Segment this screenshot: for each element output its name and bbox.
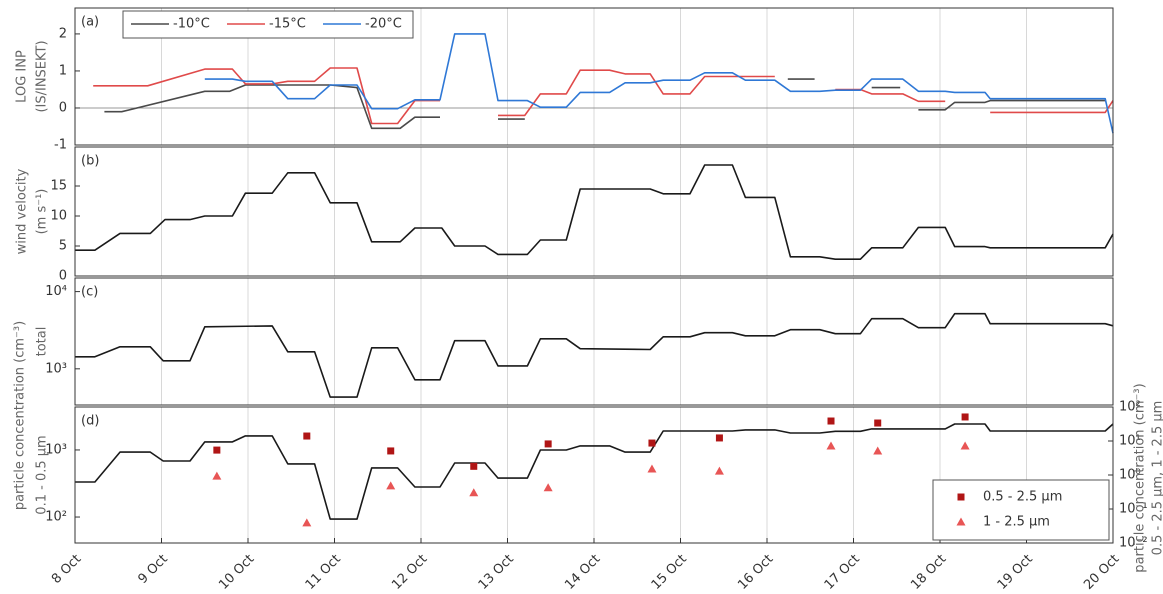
scatter-point [647, 464, 657, 473]
y-tick-label: 0 [59, 100, 67, 115]
scatter-point [470, 462, 478, 470]
x-tick-label: 12 Oct [389, 552, 430, 593]
legend-marker [957, 493, 965, 501]
scatter-point [714, 466, 724, 475]
panel-label: (d) [81, 414, 99, 429]
data-line [75, 164, 1114, 260]
x-tick-label: 14 Oct [562, 552, 603, 593]
x-tick-label: 13 Oct [476, 552, 517, 593]
data-line [93, 67, 1114, 125]
y2-tick-label: 10⁰ [1119, 468, 1141, 483]
x-tick-label: 18 Oct [908, 552, 949, 593]
y2-tick-label: 10² [1119, 400, 1141, 415]
y-axis-label: LOG INP [15, 50, 30, 103]
x-tick-label: 19 Oct [995, 552, 1036, 593]
y2-axis-label: 0.5 - 2.5 µm, 1 - 2.5 µm [1151, 401, 1163, 556]
x-tick-label: 17 Oct [822, 552, 863, 593]
legend: -10°C -15°C -20°C [122, 10, 414, 39]
scatter-point [715, 434, 723, 442]
data-line [204, 33, 1114, 134]
x-tick-label: 8 Oct [49, 552, 84, 587]
y-axis-label: particle concentration (cm⁻³) [13, 321, 28, 510]
y-tick-label: 15 [50, 179, 67, 194]
y-tick-label: 5 [59, 239, 67, 254]
x-tick-label: 16 Oct [735, 552, 776, 593]
legend-box [122, 10, 414, 39]
scatter-point [302, 518, 312, 527]
scatter-point [303, 432, 311, 440]
y-tick-label: 10³ [45, 442, 67, 457]
plot-frame [74, 7, 1114, 146]
scatter-point [543, 483, 553, 492]
y-tick-label: -1 [54, 138, 67, 153]
panel-label: (b) [81, 154, 99, 169]
scatter-point [648, 439, 656, 447]
x-tick-label: 10 Oct [216, 552, 257, 593]
scatter-point [826, 441, 836, 450]
y-tick-label: 1 [59, 63, 67, 78]
panel-label: (a) [81, 15, 99, 30]
x-tick-label: 11 Oct [303, 552, 344, 593]
y2-tick-label: 10⁻² [1119, 536, 1148, 551]
y2-tick-label: 10¹ [1119, 434, 1141, 449]
legend-label: -15°C [269, 17, 306, 32]
legend-marker [956, 517, 966, 526]
panel-label: (c) [81, 285, 98, 300]
y-axis-label: (m s⁻¹) [35, 189, 50, 235]
x-tick-label: 20 Oct [1081, 552, 1122, 593]
y-tick-label: 10 [50, 209, 67, 224]
scatter-point [827, 417, 835, 425]
x-tick-label: 9 Oct [136, 552, 171, 587]
scatter-point [873, 446, 883, 455]
y-axis-label: total [35, 327, 50, 357]
scatter-point [212, 471, 222, 480]
data-line [75, 312, 1114, 398]
y-axis-label: wind velocity [15, 168, 30, 254]
scatter-point [874, 419, 882, 427]
legend-label: -10°C [173, 17, 210, 32]
legend-label: -20°C [365, 17, 402, 32]
plot-frame [74, 277, 1114, 406]
y-tick-label: 10² [45, 510, 67, 525]
scatter-point [387, 447, 395, 455]
scatter-point [960, 441, 970, 450]
legend-box [932, 479, 1110, 541]
plot-frame [74, 406, 1114, 544]
scatter-point [213, 446, 221, 454]
data-line [75, 423, 1114, 520]
y2-tick-label: 10⁻¹ [1119, 502, 1148, 517]
x-tick-label: 15 Oct [649, 552, 690, 593]
y-tick-label: 2 [59, 26, 67, 41]
y-tick-label: 0 [59, 269, 67, 284]
scatter-point [469, 488, 479, 497]
y2-axis-label: particle concentration (cm⁻³) [1133, 383, 1148, 572]
scatter-point [544, 440, 552, 448]
legend-label: 0.5 - 2.5 µm [983, 490, 1062, 505]
y-tick-label: 10⁴ [45, 284, 67, 299]
y-axis-label: 0.1 - 0.5 µm [35, 435, 50, 514]
plot-frame [74, 146, 1114, 277]
data-line [104, 78, 1106, 130]
legend-label: 1 - 2.5 µm [983, 515, 1050, 530]
scatter-point [386, 481, 396, 490]
scatter-point [961, 413, 969, 421]
y-axis-label: (IS/INSEKT) [35, 40, 50, 112]
y-tick-label: 10³ [45, 361, 67, 376]
legend: 0.5 - 2.5 µm 1 - 2.5 µm [932, 479, 1110, 541]
